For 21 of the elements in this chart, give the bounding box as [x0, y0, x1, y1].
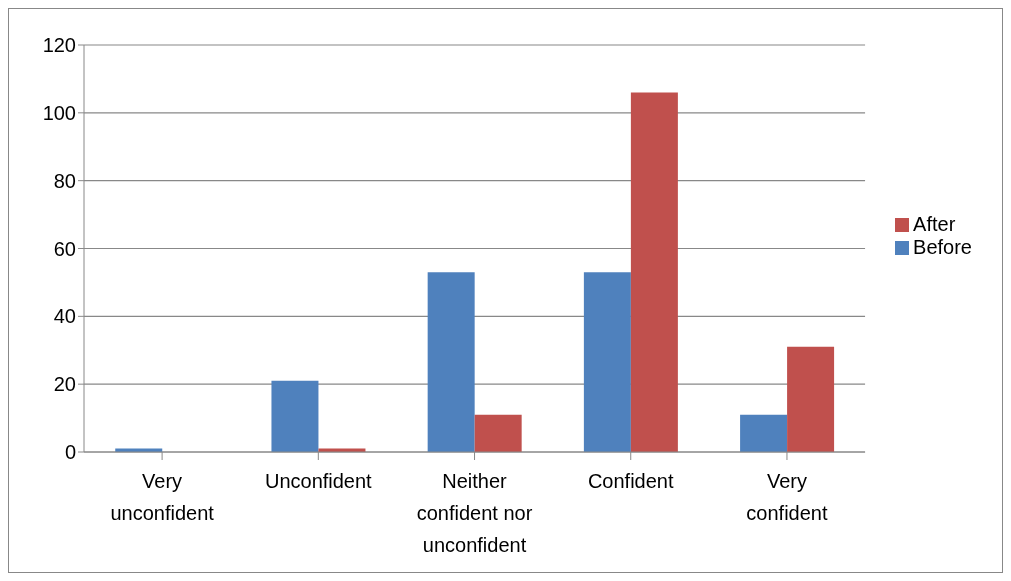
y-tick-label: 0	[64, 441, 76, 464]
bar	[271, 380, 319, 452]
legend-label: Before	[913, 235, 972, 258]
bar	[740, 414, 788, 452]
bar	[630, 92, 678, 452]
y-tick-label: 60	[53, 237, 76, 260]
legend-label: After	[913, 212, 956, 235]
y-tick-label: 100	[42, 101, 76, 124]
y-tick-label: 120	[42, 34, 76, 57]
x-tick-label: Confident	[587, 470, 674, 492]
bar	[787, 346, 835, 452]
bar	[474, 414, 522, 452]
x-tick-label: Neither confident nor unconfident	[416, 470, 533, 556]
y-tick-label: 20	[53, 373, 76, 396]
y-tick-label: 80	[53, 169, 76, 192]
x-tick-label: Unconfident	[264, 470, 373, 492]
y-tick-label: 40	[53, 305, 76, 328]
bar	[427, 272, 475, 452]
bar	[583, 272, 631, 452]
x-tick-label: Very unconfident	[110, 470, 215, 524]
x-tick-label: Very confident	[746, 470, 828, 524]
